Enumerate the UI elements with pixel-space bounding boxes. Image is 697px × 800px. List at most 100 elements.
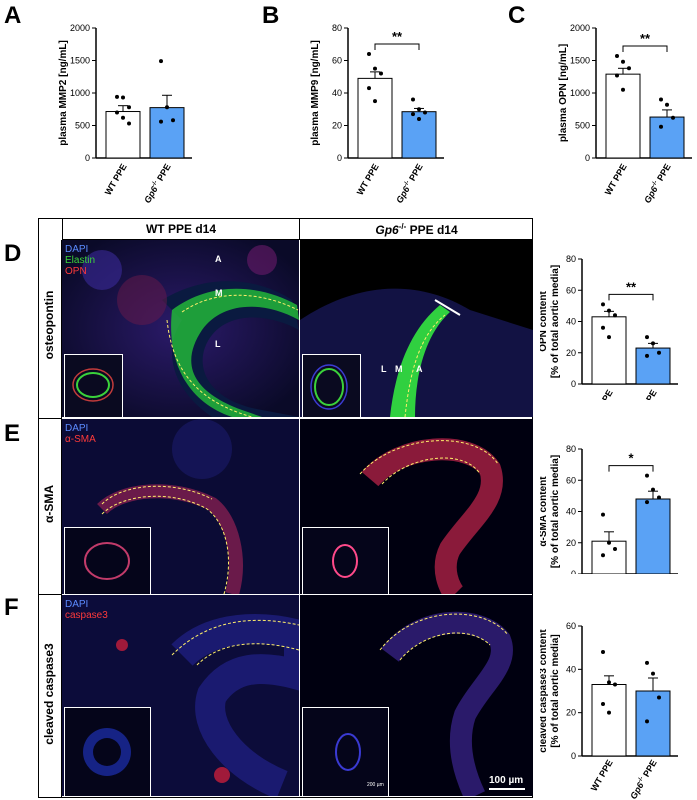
data-point	[627, 66, 631, 71]
category-gene: Gp6	[142, 184, 160, 205]
y-tick-label: 60	[566, 285, 576, 295]
inset-d-gp6	[302, 354, 361, 417]
header-gp6-sup: -/-	[398, 222, 407, 231]
data-point	[615, 53, 619, 58]
micrograph-f-wt: DAPI caspase3	[62, 595, 299, 796]
y-tick-label: 1500	[570, 56, 590, 66]
data-point	[121, 115, 125, 120]
data-point	[411, 97, 415, 102]
inset-ring-d-gp6	[310, 364, 348, 410]
scale-bar	[489, 788, 525, 790]
data-point	[115, 94, 119, 99]
y-tick-label: 60	[566, 475, 576, 485]
bar	[649, 116, 685, 159]
y-tick-label: 60	[566, 621, 576, 631]
micrograph-d-wt: DAPI Elastin OPN A M L	[62, 240, 299, 417]
legend-dapi-e: DAPI	[65, 423, 89, 434]
data-point	[613, 313, 617, 318]
data-point	[601, 553, 605, 558]
legend-elastin: Elastin	[65, 255, 96, 266]
inset-ring-f-gp6	[335, 733, 361, 771]
header-gp6: Gp6-/- PPE d14	[300, 222, 533, 237]
legend-dapi-f: DAPI	[65, 599, 89, 610]
significance-bracket	[374, 43, 420, 50]
bar	[635, 498, 671, 574]
y-tick-label: 40	[566, 317, 576, 327]
legend-opn: OPN	[65, 266, 87, 277]
category-label: WT PPE	[355, 162, 381, 197]
y-axis-label: plasma MMP2 [ng/mL]	[58, 40, 69, 146]
significance-label: **	[640, 31, 651, 46]
chart-d: 0 20 40 60 80 OPN content [% of total aortic m…	[540, 254, 678, 400]
category-sup: -/-	[403, 180, 411, 188]
row-label-d-box: osteopontin	[38, 240, 62, 418]
data-point	[615, 73, 619, 78]
data-point	[671, 115, 675, 120]
data-point	[607, 540, 611, 545]
significance-bracket	[608, 293, 654, 301]
micrograph-e-gp6	[300, 419, 533, 594]
bar	[591, 540, 627, 574]
data-point	[645, 473, 649, 478]
inset-ring-f-wt	[83, 728, 131, 776]
category-sup: -/-	[651, 180, 659, 188]
significance-label: **	[392, 29, 403, 44]
chart-f: 0 20 40 60 cleaved caspase3 content [% of tot…	[540, 621, 678, 800]
region-l-gp6: L	[381, 364, 387, 374]
data-point	[613, 682, 617, 687]
y-tick-label: 0	[85, 153, 90, 163]
micrograph-f-gp6: 200 µm 100 µm	[300, 595, 533, 796]
y-axis-label: cleaved caspase3 content	[540, 629, 549, 753]
category-suffix: PPE	[640, 388, 659, 400]
bar	[401, 111, 437, 159]
y-tick-label: 20	[566, 538, 576, 548]
data-point	[651, 487, 655, 492]
y-tick-label: 80	[566, 444, 576, 454]
category-suffix: PPE	[154, 162, 173, 185]
region-l-wt: L	[215, 339, 221, 349]
y-axis-label: plasma MMP9 [ng/mL]	[310, 40, 321, 146]
bar	[591, 316, 627, 385]
category-label: WT PPE	[589, 758, 615, 793]
y-tick-label: 40	[332, 88, 342, 98]
y-tick-label: 1000	[70, 88, 90, 98]
header-wt: WT PPE d14	[145, 222, 216, 236]
data-point	[601, 650, 605, 654]
data-point	[121, 95, 125, 100]
scale-label-small: 200 µm	[367, 782, 384, 788]
data-point	[621, 87, 625, 92]
category-sup: -/-	[151, 180, 159, 188]
y-tick-label: 0	[337, 153, 342, 163]
y-tick-label: 60	[332, 56, 342, 66]
data-point	[621, 59, 625, 64]
data-point	[417, 117, 421, 121]
inset-e-gp6	[302, 527, 389, 594]
data-point	[373, 66, 377, 71]
data-point	[607, 308, 611, 313]
data-point	[645, 353, 649, 358]
legend-dapi: DAPI	[65, 244, 89, 255]
micrograph-d-gp6: L M A	[300, 240, 533, 417]
chart-b: 0 20 40 60 80 plasma MMP9 [ng/mL] WT PPE Gp6-/-…	[310, 23, 444, 205]
region-m-gp6: M	[395, 364, 403, 374]
data-point	[613, 547, 617, 551]
data-point	[165, 105, 169, 110]
micrograph-e-wt: DAPI α-SMA	[62, 419, 299, 594]
panel-letter-e: E	[4, 420, 21, 447]
data-point	[657, 495, 661, 500]
region-m-wt: M	[215, 288, 223, 298]
data-point	[127, 105, 131, 110]
y-tick-label: 0	[571, 379, 576, 389]
legend-d: DAPI Elastin OPN	[65, 244, 95, 277]
data-point	[159, 119, 163, 124]
y-tick-label: 0	[585, 153, 590, 163]
data-point	[665, 102, 669, 107]
category-label: Gp6-/- PPE	[642, 162, 673, 205]
data-point	[171, 118, 175, 123]
y-tick-label: 2000	[70, 23, 90, 33]
inset-d-wt	[64, 354, 123, 417]
y-tick-label: 1000	[570, 88, 590, 98]
category-label: Gp6-/- PPE	[142, 162, 173, 205]
category-label: Gp6-/- PPE	[628, 758, 659, 800]
